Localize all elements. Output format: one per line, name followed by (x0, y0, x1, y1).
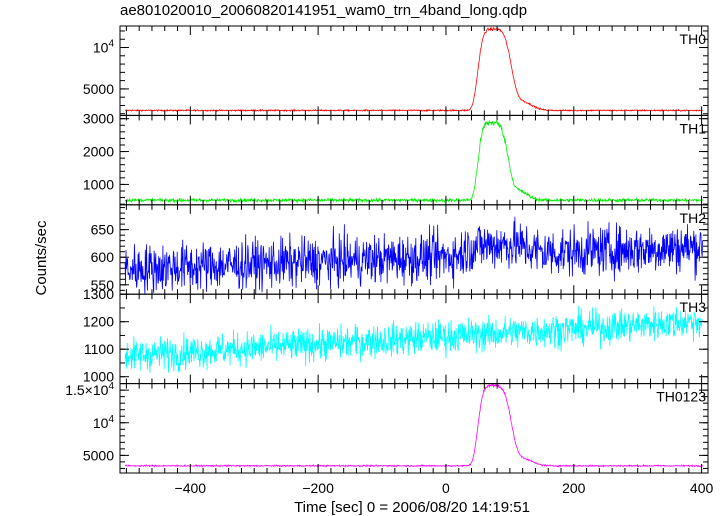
y-tick-label: 1000 (83, 176, 114, 192)
chart-panels: 5000 104 TH0 1000 2000 3000 TH1 550 600 650 TH2 100… (65, 25, 709, 474)
series-line-th3 (124, 305, 703, 374)
panel-label-th2: TH2 (680, 210, 707, 226)
series-line-th2 (124, 216, 703, 295)
x-axis-label: Time [sec] 0 = 2006/08/20 14:19:51 (294, 499, 530, 516)
panel-frame (119, 114, 709, 206)
series-line-th1 (124, 119, 703, 204)
x-tick-label: 200 (562, 480, 586, 496)
panel-frame (119, 25, 709, 116)
y-tick-label: 5000 (83, 81, 114, 97)
chart-title: ae801020010_20060820141951_wam0_trn_4ban… (120, 2, 528, 19)
y-tick-label: 1100 (84, 341, 114, 357)
panel-th0123: 5000 104 1.5×104 TH0123 (65, 381, 709, 474)
series-line-th0123 (124, 383, 703, 468)
panel-label-th1: TH1 (680, 120, 707, 136)
x-tick-label: 0 (442, 480, 450, 496)
panel-label-th3: TH3 (680, 299, 707, 315)
y-tick-label: 650 (91, 222, 115, 238)
y-axis-label: Counts/sec (33, 220, 50, 296)
y-tick-label: 104 (93, 414, 115, 431)
y-tick-label: 1300 (83, 286, 114, 302)
y-tick-label: 1200 (83, 314, 114, 330)
panel-label-th0: TH0 (680, 31, 707, 47)
y-tick-label: 2000 (83, 144, 114, 160)
y-tick-label: 104 (93, 39, 115, 56)
panel-label-th0123: TH0123 (656, 389, 706, 405)
series-line-th0 (125, 26, 703, 113)
x-tick-label: −200 (302, 480, 334, 496)
x-tick-label: −400 (175, 480, 207, 496)
panel-th3: 1000 1100 1200 1300 TH3 (83, 286, 709, 385)
y-tick-label: 5000 (83, 447, 114, 463)
panel-th0: 5000 104 TH0 (83, 25, 709, 116)
y-tick-label: 1000 (83, 369, 114, 385)
x-axis: −400 −200 0 200 400 (175, 480, 714, 496)
panel-frame (119, 383, 709, 474)
y-tick-label: 550 (91, 277, 115, 293)
panel-th1: 1000 2000 3000 TH1 (83, 111, 709, 206)
y-tick-label: 3000 (83, 111, 114, 127)
x-tick-label: 400 (690, 480, 714, 496)
y-tick-label: 600 (91, 249, 115, 265)
panel-th2: 550 600 650 TH2 (91, 204, 709, 295)
y-tick-label: 1.5×104 (65, 381, 114, 398)
